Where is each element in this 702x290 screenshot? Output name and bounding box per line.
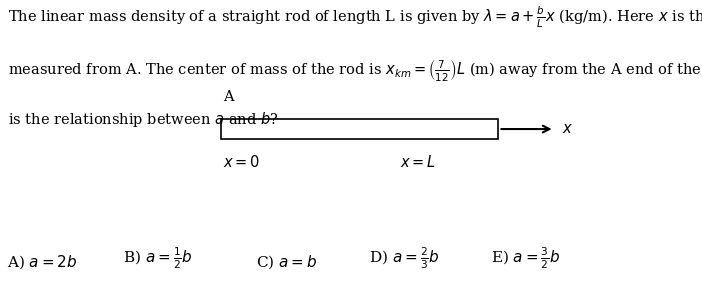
Text: $x$: $x$	[562, 122, 573, 136]
Text: E) $a = \frac{3}{2}b$: E) $a = \frac{3}{2}b$	[491, 246, 561, 271]
Text: The linear mass density of a straight rod of length L is given by $\lambda = a +: The linear mass density of a straight ro…	[8, 4, 702, 30]
Text: is the relationship between $a$ and $b$?: is the relationship between $a$ and $b$?	[8, 110, 279, 129]
Text: C) $a = b$: C) $a = b$	[256, 253, 318, 271]
Text: $x = L$: $x = L$	[400, 154, 437, 170]
Text: D) $a = \frac{2}{3}b$: D) $a = \frac{2}{3}b$	[369, 246, 439, 271]
Text: B) $a = \frac{1}{2}b$: B) $a = \frac{1}{2}b$	[123, 246, 192, 271]
Text: A) $a = 2b$: A) $a = 2b$	[7, 253, 78, 271]
Bar	[221, 119, 498, 139]
Text: A: A	[223, 90, 234, 104]
Text: measured from A. The center of mass of the rod is $x_{km} = \left(\frac{7}{12}\r: measured from A. The center of mass of t…	[8, 58, 702, 84]
Text: $x = 0$: $x = 0$	[223, 154, 260, 170]
